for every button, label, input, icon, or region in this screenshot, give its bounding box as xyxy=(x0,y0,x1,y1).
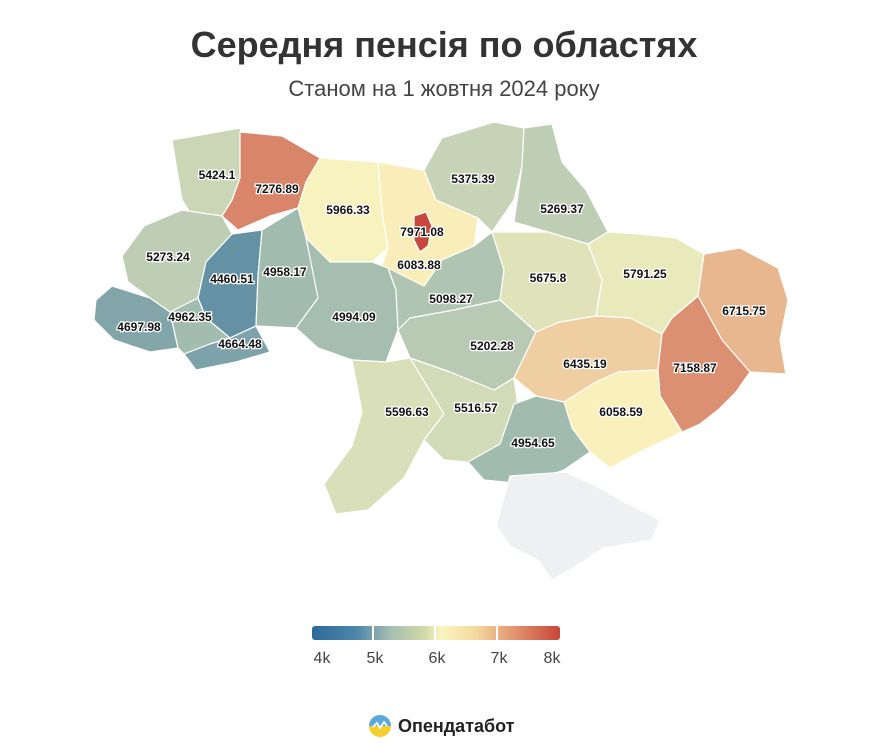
brand-name: Опендатабот xyxy=(398,715,515,736)
region-rivne[interactable] xyxy=(221,131,321,231)
legend-separator xyxy=(434,626,436,640)
legend-tick: 8k xyxy=(543,650,561,667)
region-label-rivne: 7276.89 xyxy=(255,182,299,196)
region-kyiv-city[interactable] xyxy=(413,211,433,253)
region-label-cherkasy: 5098.27 xyxy=(429,292,473,306)
region-label-mykolaiv: 5516.57 xyxy=(454,401,498,415)
legend-tick: 4k xyxy=(313,650,331,667)
legend-tick: 5k xyxy=(366,650,384,667)
region-label-kherson: 4954.65 xyxy=(511,436,555,450)
ukraine-choropleth-map: 5424.1 7276.89 5966.33 6083.88 7971.08 5375.3… xyxy=(93,121,789,581)
region-crimea[interactable] xyxy=(495,471,661,581)
region-label-poltava: 5675.8 xyxy=(530,271,567,285)
region-label-lviv: 5273.24 xyxy=(146,250,190,264)
region-label-vinnytsia: 4994.09 xyxy=(332,310,376,324)
region-label-zaporizhzhia: 6058.59 xyxy=(599,405,643,419)
region-label-odesa: 5596.63 xyxy=(385,405,429,419)
region-label-dnipropetrovsk: 6435.19 xyxy=(563,357,607,371)
legend-tick: 7k xyxy=(490,650,508,667)
region-chernivtsi[interactable] xyxy=(183,325,271,371)
region-label-zhytomyr: 5966.33 xyxy=(326,203,370,217)
region-label-kyiv-city: 7971.08 xyxy=(400,225,444,239)
region-label-ternopil: 4460.51 xyxy=(210,272,254,286)
page-subtitle: Станом на 1 жовтня 2024 року xyxy=(288,76,600,101)
region-chernihiv[interactable] xyxy=(423,121,525,233)
region-label-zakarpattia: 4697.98 xyxy=(117,320,161,334)
region-label-chernihiv: 5375.39 xyxy=(451,172,495,186)
region-label-volyn: 5424.1 xyxy=(199,168,236,182)
region-label-chernivtsi: 4664.48 xyxy=(218,337,262,351)
legend-separator xyxy=(496,626,498,640)
legend-tick: 6k xyxy=(428,650,446,667)
region-label-khmelnytskyi: 4958.17 xyxy=(263,265,307,279)
region-label-luhansk: 6715.75 xyxy=(722,304,766,318)
region-label-sumy: 5269.37 xyxy=(540,202,584,216)
brand[interactable]: Опендатабот xyxy=(368,712,515,740)
opendatabot-logo-icon xyxy=(369,715,391,737)
region-sumy[interactable] xyxy=(513,123,609,245)
region-label-ivano-frankivsk: 4962.35 xyxy=(168,310,212,324)
region-vinnytsia[interactable] xyxy=(295,237,399,363)
legend-separator xyxy=(372,626,374,640)
region-label-kirovohrad: 5202.28 xyxy=(470,339,514,353)
region-label-kharkiv: 5791.25 xyxy=(623,267,667,281)
color-legend xyxy=(312,626,560,640)
page-title: Середня пенсія по областях xyxy=(190,24,698,65)
region-label-kyiv-oblast: 6083.88 xyxy=(397,258,441,272)
region-kherson[interactable] xyxy=(467,395,591,485)
region-label-donetsk: 7158.87 xyxy=(673,361,717,375)
legend-gradient-bar xyxy=(312,626,560,640)
